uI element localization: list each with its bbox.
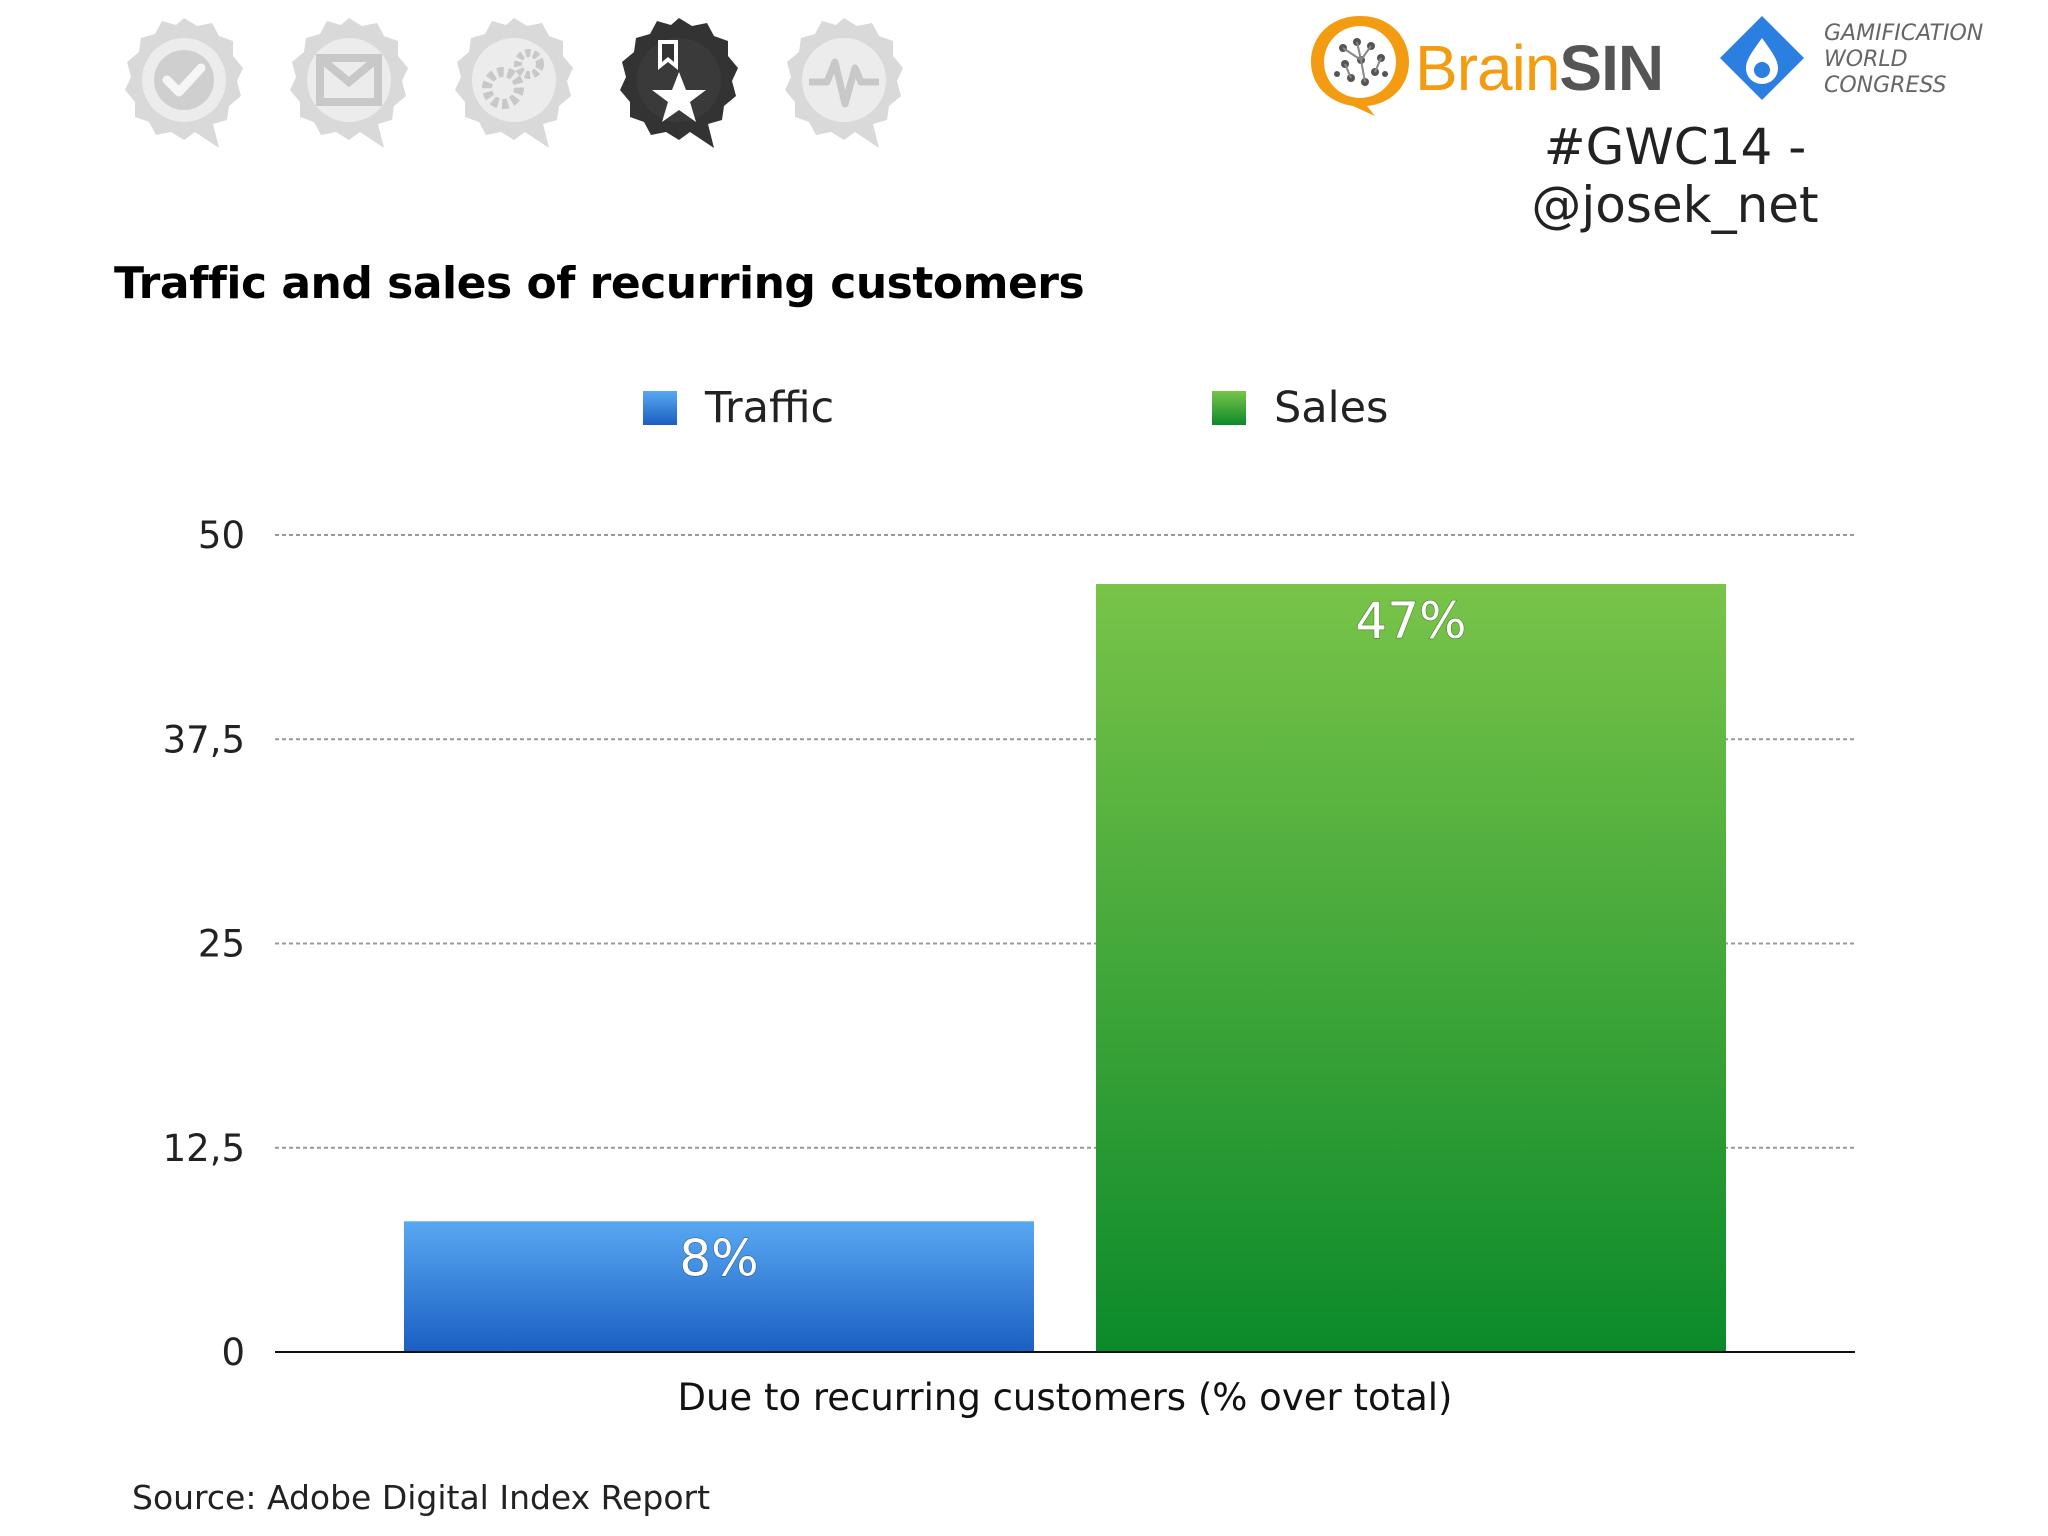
chart-title: Traffic and sales of recurring customers [114, 258, 1085, 309]
gwc-drop-icon [1720, 16, 1804, 100]
brain-icon [1311, 16, 1409, 116]
bars: 8% 47% [404, 584, 1726, 1352]
badge-row [125, 18, 903, 148]
brainsins-sins-text: SINS [1559, 32, 1660, 104]
y-tick-label: 12,5 [163, 1127, 245, 1170]
star-ribbon-icon [652, 40, 706, 122]
gears-icon [482, 49, 544, 109]
y-tick-label: 37,5 [163, 718, 245, 761]
brainsins-brain-text: Brain [1415, 32, 1559, 104]
gwc-logo: GAMIFICATION WORLD CONGRESS [1720, 16, 1983, 100]
bar-traffic [404, 1221, 1034, 1352]
y-tick-label: 50 [198, 514, 245, 557]
badge-pulse [785, 18, 903, 148]
source-note: Source: Adobe Digital Index Report [132, 1478, 711, 1517]
x-axis-label: Due to recurring customers (% over total… [677, 1376, 1452, 1419]
legend-label-sales: Sales [1274, 383, 1388, 433]
badge-envelope [290, 18, 408, 148]
y-axis-ticks: 0 12,5 25 37,5 50 [163, 514, 245, 1374]
legend: Traffic Sales [643, 383, 1388, 433]
y-tick-label: 25 [198, 923, 245, 966]
legend-label-traffic: Traffic [704, 383, 834, 433]
svg-text:BrainSINS: BrainSINS [1415, 32, 1660, 104]
y-tick-label: 0 [221, 1331, 245, 1374]
gwc-line2: WORLD [1824, 47, 1908, 72]
badge-star-ribbon [620, 18, 738, 148]
envelope-icon [316, 54, 382, 106]
pulse-icon [809, 58, 879, 108]
hashtag: #GWC14 - @josek_net [1531, 118, 1819, 234]
data-label-sales: 47% [1355, 592, 1466, 650]
badge-gears [455, 18, 573, 148]
gwc-line3: CONGRESS [1824, 73, 1947, 98]
gwc-line1: GAMIFICATION [1824, 21, 1983, 46]
legend-swatch-traffic [643, 391, 677, 425]
legend-swatch-sales [1212, 391, 1246, 425]
check-icon [162, 63, 206, 97]
badge-check [125, 18, 243, 148]
data-label-traffic: 8% [679, 1229, 758, 1287]
brainsins-logo: BrainSINS [1311, 16, 1660, 116]
bar-sales [1096, 584, 1726, 1352]
